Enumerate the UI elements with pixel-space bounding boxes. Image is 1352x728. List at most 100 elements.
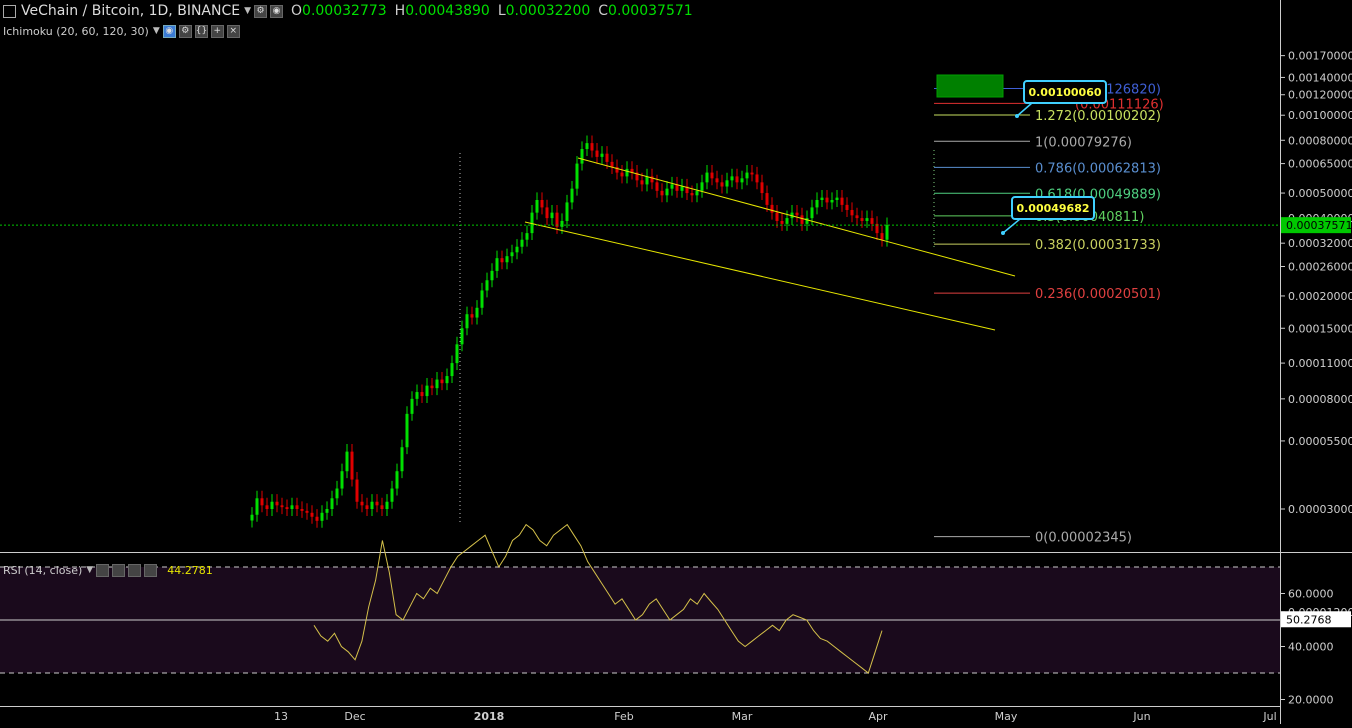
candle-body	[590, 143, 594, 151]
candle-body	[840, 197, 844, 205]
candle-body	[730, 176, 734, 181]
close-icon[interactable]: ×	[226, 24, 240, 38]
candle-body	[620, 172, 624, 177]
y-tick-label: 0.00026000	[1288, 260, 1352, 273]
y-tick-label: 0.00015000	[1288, 322, 1352, 335]
candle-body	[335, 488, 339, 499]
candle-body	[795, 212, 799, 216]
candle-body	[690, 193, 694, 196]
candle-body	[475, 307, 479, 318]
projection-box	[936, 74, 1004, 98]
candle-body	[260, 498, 264, 506]
callout-anchor	[1015, 114, 1019, 118]
symbol-header: VeChain / Bitcoin, 1D, BINANCE ▼ ⚙ ◉ O 0.…	[0, 0, 693, 22]
candle-body	[545, 207, 549, 219]
candle-body	[320, 512, 324, 521]
low-value: 0.00032200	[505, 3, 591, 19]
y-tick-label: 0.00032000	[1288, 237, 1352, 250]
candle-body	[285, 507, 289, 509]
rsi-y-tick-label: 40.0000	[1288, 641, 1334, 654]
candle-body	[405, 413, 409, 448]
candle-body	[625, 168, 629, 177]
y-tick-label: 0.00005500	[1288, 435, 1352, 448]
candle-body	[705, 172, 709, 183]
close-value: 0.00037571	[608, 3, 693, 19]
candle-body	[465, 314, 469, 329]
candle-body	[505, 256, 509, 263]
y-tick-label: 0.00100000	[1288, 109, 1352, 122]
y-tick-label: 0.00065000	[1288, 158, 1352, 171]
candle-body	[530, 212, 534, 234]
y-tick-label: 0.00120000	[1288, 89, 1352, 102]
callout-text: 0.00049682	[1016, 202, 1089, 215]
candle-body	[700, 182, 704, 191]
callout-text: 0.00100060	[1028, 86, 1101, 99]
candle-body	[455, 344, 459, 364]
candle-body	[525, 233, 529, 240]
ichimoku-label[interactable]: Ichimoku (20, 60, 120, 30)	[3, 24, 149, 38]
settings-icon[interactable]: ⚙	[178, 24, 192, 38]
candle-body	[490, 270, 494, 281]
open-label: O	[291, 3, 303, 19]
y-tick-label: 0.00050000	[1288, 187, 1352, 200]
collapse-icon[interactable]	[3, 4, 16, 18]
visibility-icon[interactable]	[96, 563, 110, 577]
candle-body	[430, 385, 434, 389]
rsi-label[interactable]: RSI (14, close)	[3, 563, 83, 577]
candle-body	[280, 505, 284, 508]
candle-body	[295, 505, 299, 509]
y-tick-label: 0.00170000	[1288, 50, 1352, 63]
candle-body	[675, 184, 679, 191]
chevron-down-icon[interactable]: ▼	[86, 565, 94, 575]
y-tick-label: 0.00011000	[1288, 357, 1352, 370]
x-tick-label: May	[995, 710, 1018, 723]
candle-body	[550, 212, 554, 219]
symbol-title[interactable]: VeChain / Bitcoin, 1D, BINANCE	[21, 3, 241, 19]
candle-body	[720, 182, 724, 187]
candle-body	[515, 246, 519, 253]
candle-body	[360, 501, 364, 506]
candle-body	[750, 172, 754, 175]
candle-body	[330, 498, 334, 509]
candle-body	[785, 218, 789, 224]
candle-body	[885, 225, 889, 240]
candle-body	[325, 509, 329, 513]
rsi-value: 44.2781	[167, 563, 213, 577]
fib-level-label: 0(0.00002345)	[1035, 531, 1132, 546]
candle-body	[435, 379, 439, 389]
candle-body	[580, 149, 584, 164]
candle-body	[410, 398, 414, 414]
candle-body	[305, 510, 309, 513]
eye-icon[interactable]: ◉	[270, 4, 284, 18]
candle-body	[560, 220, 564, 227]
candle-body	[555, 212, 559, 227]
x-tick-label: Apr	[868, 710, 888, 723]
callout-box	[1011, 196, 1095, 220]
chevron-down-icon[interactable]: ▼	[152, 26, 160, 36]
candle-body	[420, 392, 424, 397]
candle-body	[695, 190, 699, 196]
chevron-down-icon[interactable]: ▼	[244, 6, 252, 16]
format-icon[interactable]	[128, 563, 142, 577]
candle-body	[880, 233, 884, 240]
rsi-axis-value: 50.2768	[1286, 613, 1332, 626]
fib-level-label: 0.786(0.00062813)	[1035, 161, 1161, 176]
settings-icon[interactable]	[112, 563, 126, 577]
visibility-icon[interactable]: ◉	[162, 24, 176, 38]
x-tick-label: Feb	[614, 710, 633, 723]
candle-body	[850, 209, 854, 216]
add-icon[interactable]: +	[210, 24, 224, 38]
candle-body	[255, 498, 259, 515]
x-tick-label: Jun	[1132, 710, 1150, 723]
candle-body	[665, 188, 669, 196]
settings-icon[interactable]: ⚙	[254, 4, 268, 18]
x-tick-label: 2018	[474, 710, 505, 723]
add-icon[interactable]	[144, 563, 158, 577]
candle-body	[350, 451, 354, 480]
format-icon[interactable]: {}	[194, 24, 208, 38]
candle-body	[845, 204, 849, 210]
indicator-header: Ichimoku (20, 60, 120, 30) ▼ ◉ ⚙ {} + ×	[0, 23, 240, 39]
callout-pointer	[1016, 102, 1033, 117]
